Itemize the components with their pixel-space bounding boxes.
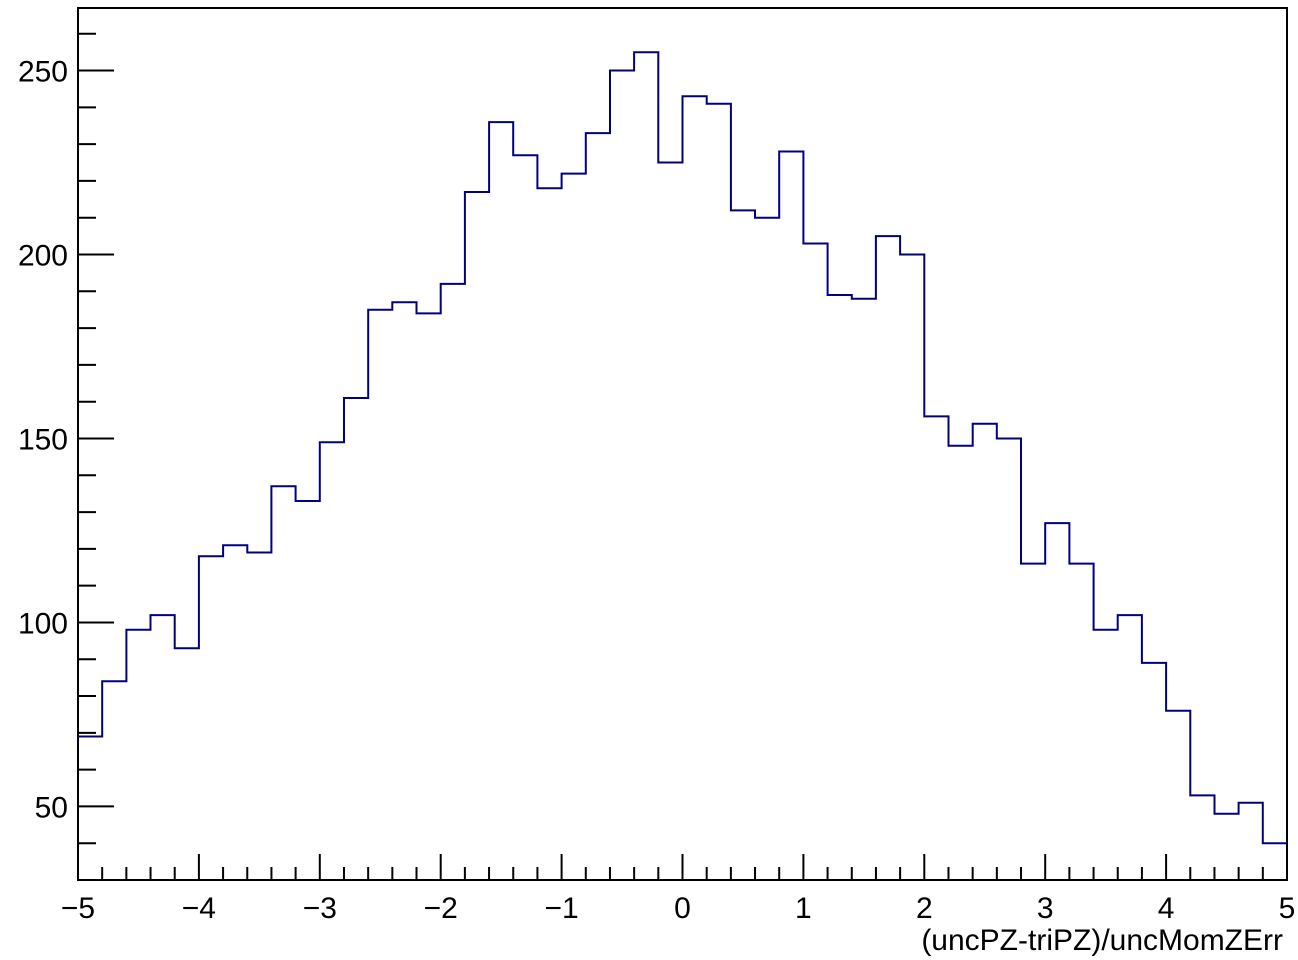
x-tick-label: 0 xyxy=(674,892,691,925)
y-tick-label: 100 xyxy=(18,607,68,640)
histogram-series xyxy=(78,51,1287,845)
x-tick-label: −3 xyxy=(303,892,337,925)
y-tick-label: 50 xyxy=(35,791,68,824)
y-tick-labels: 50 100 150 200 250 xyxy=(18,56,68,825)
x-tick-label: 1 xyxy=(795,892,812,925)
x-tick-label: −5 xyxy=(61,892,95,925)
x-tick-label: −2 xyxy=(424,892,458,925)
y-tick-label: 250 xyxy=(18,56,68,89)
x-tick-label: 3 xyxy=(1037,892,1054,925)
x-tick-label: −4 xyxy=(182,892,216,925)
y-tick-label: 200 xyxy=(18,240,68,273)
axis-ticks xyxy=(77,32,1288,881)
x-tick-label: 2 xyxy=(916,892,933,925)
x-axis-title: (uncPZ-triPZ)/uncMomZErr xyxy=(921,924,1283,957)
y-tick-label: 150 xyxy=(18,423,68,456)
x-tick-labels: −5 −4 −3 −2 −1 0 1 2 3 4 5 xyxy=(61,892,1295,925)
x-tick-label: 4 xyxy=(1158,892,1175,925)
x-tick-label: −1 xyxy=(544,892,578,925)
x-tick-label: 5 xyxy=(1279,892,1296,925)
